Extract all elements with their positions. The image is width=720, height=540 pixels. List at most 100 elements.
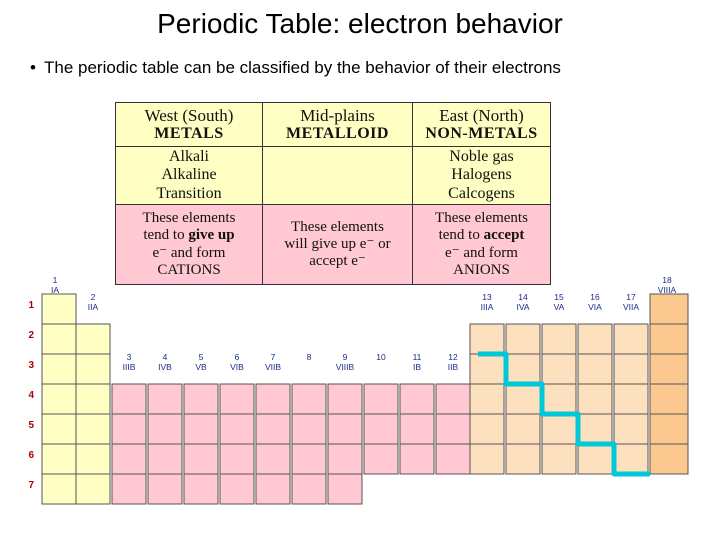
desc-emphasis: accept bbox=[483, 227, 525, 244]
group-name: VIIB bbox=[265, 362, 281, 372]
element-cell bbox=[469, 383, 505, 415]
element-cell bbox=[255, 413, 291, 445]
group-name: IVA bbox=[516, 302, 529, 312]
element-cell bbox=[327, 383, 363, 415]
period-label: 6 bbox=[28, 450, 34, 461]
element-cell bbox=[327, 413, 363, 445]
period-label: 5 bbox=[28, 420, 34, 431]
element-cell bbox=[613, 353, 649, 385]
element-cell bbox=[219, 383, 255, 415]
group-name: IIIA bbox=[481, 302, 494, 312]
element-cell bbox=[75, 413, 111, 445]
summary-table: West (South) METALS Mid-plains METALLOID… bbox=[115, 102, 551, 285]
group-name: VIIA bbox=[623, 302, 639, 312]
group-number: 17 bbox=[626, 292, 636, 302]
element-cell bbox=[541, 443, 577, 475]
element-cell bbox=[505, 383, 541, 415]
element-cell bbox=[649, 413, 689, 445]
element-cell bbox=[649, 293, 689, 325]
element-cell bbox=[577, 383, 613, 415]
element-cell bbox=[469, 413, 505, 445]
element-cell bbox=[41, 383, 77, 415]
element-cell bbox=[41, 353, 77, 385]
element-cell bbox=[435, 443, 471, 475]
bullet-point: • The periodic table can be classified by… bbox=[30, 58, 561, 78]
west-class: METALS bbox=[154, 125, 224, 142]
element-cell bbox=[435, 413, 471, 445]
west-description: These elements tend to give up e⁻ and fo… bbox=[115, 204, 263, 285]
element-cell bbox=[291, 383, 327, 415]
element-cell bbox=[505, 413, 541, 445]
desc-text: tend to bbox=[438, 227, 484, 244]
group-number: 16 bbox=[590, 292, 600, 302]
east-families: Noble gas Halogens Calcogens bbox=[412, 146, 551, 205]
element-cell bbox=[41, 323, 77, 355]
east-region: East (North) bbox=[439, 106, 524, 125]
group-number: 13 bbox=[482, 292, 492, 302]
group-name: VIB bbox=[230, 362, 244, 372]
element-cell bbox=[613, 413, 649, 445]
desc-line: These elements bbox=[142, 210, 236, 226]
mid-region: Mid-plains bbox=[300, 106, 375, 125]
element-cell bbox=[183, 473, 219, 505]
west-region: West (South) bbox=[144, 106, 234, 125]
group-number: 8 bbox=[307, 352, 312, 362]
group-number: 18 bbox=[662, 275, 672, 285]
desc-text: tend to bbox=[143, 227, 189, 244]
element-cell bbox=[435, 383, 471, 415]
element-cell bbox=[649, 323, 689, 355]
element-cell bbox=[75, 383, 111, 415]
element-cell bbox=[399, 443, 435, 475]
desc-line: e⁻ and form bbox=[445, 244, 518, 261]
group-number: 11 bbox=[413, 352, 422, 362]
element-cell bbox=[41, 443, 77, 475]
east-description: These elements tend to accept e⁻ and for… bbox=[412, 204, 551, 285]
desc-emphasis: give up bbox=[188, 227, 235, 244]
desc-line: tend to give up bbox=[116, 227, 262, 244]
group-name: VIIIA bbox=[658, 285, 677, 295]
desc-line: tend to accept bbox=[413, 227, 550, 244]
element-cell bbox=[111, 443, 147, 475]
element-cell bbox=[147, 383, 183, 415]
desc-line: e⁻ and form bbox=[152, 244, 226, 261]
family-item: Noble gas bbox=[449, 147, 514, 165]
element-cell bbox=[255, 443, 291, 475]
slide-title: Periodic Table: electron behavior bbox=[157, 8, 563, 39]
group-name: IIA bbox=[88, 302, 99, 312]
family-item: Halogens bbox=[451, 166, 512, 184]
element-cell bbox=[469, 353, 505, 385]
element-cell bbox=[147, 473, 183, 505]
element-cell bbox=[649, 383, 689, 415]
element-cell bbox=[219, 443, 255, 475]
header-west: West (South) METALS bbox=[115, 102, 263, 147]
mid-class: METALLOID bbox=[286, 125, 389, 142]
element-cell bbox=[111, 383, 147, 415]
header-mid: Mid-plains METALLOID bbox=[262, 102, 413, 147]
element-cell bbox=[291, 443, 327, 475]
group-name: IVB bbox=[158, 362, 172, 372]
element-cell bbox=[613, 383, 649, 415]
element-cell bbox=[75, 353, 111, 385]
element-cell bbox=[577, 443, 613, 475]
element-cell bbox=[41, 473, 77, 505]
group-name: IIIB bbox=[123, 362, 136, 372]
group-name: VB bbox=[195, 362, 207, 372]
family-item: Alkaline bbox=[161, 166, 217, 184]
element-cell bbox=[41, 293, 77, 325]
element-cell bbox=[75, 443, 111, 475]
family-item: Transition bbox=[156, 184, 222, 202]
group-number: 1 bbox=[53, 275, 58, 285]
element-cell bbox=[613, 323, 649, 355]
metalloid-staircase bbox=[478, 351, 650, 477]
element-cell bbox=[469, 443, 505, 475]
east-class: NON-METALS bbox=[425, 125, 538, 142]
element-cell bbox=[255, 383, 291, 415]
group-number: 3 bbox=[127, 352, 132, 362]
element-cell bbox=[291, 413, 327, 445]
element-cell bbox=[75, 473, 111, 505]
period-label: 3 bbox=[28, 360, 34, 371]
group-name: VA bbox=[554, 302, 565, 312]
period-label: 1 bbox=[28, 300, 34, 311]
element-cell bbox=[541, 353, 577, 385]
